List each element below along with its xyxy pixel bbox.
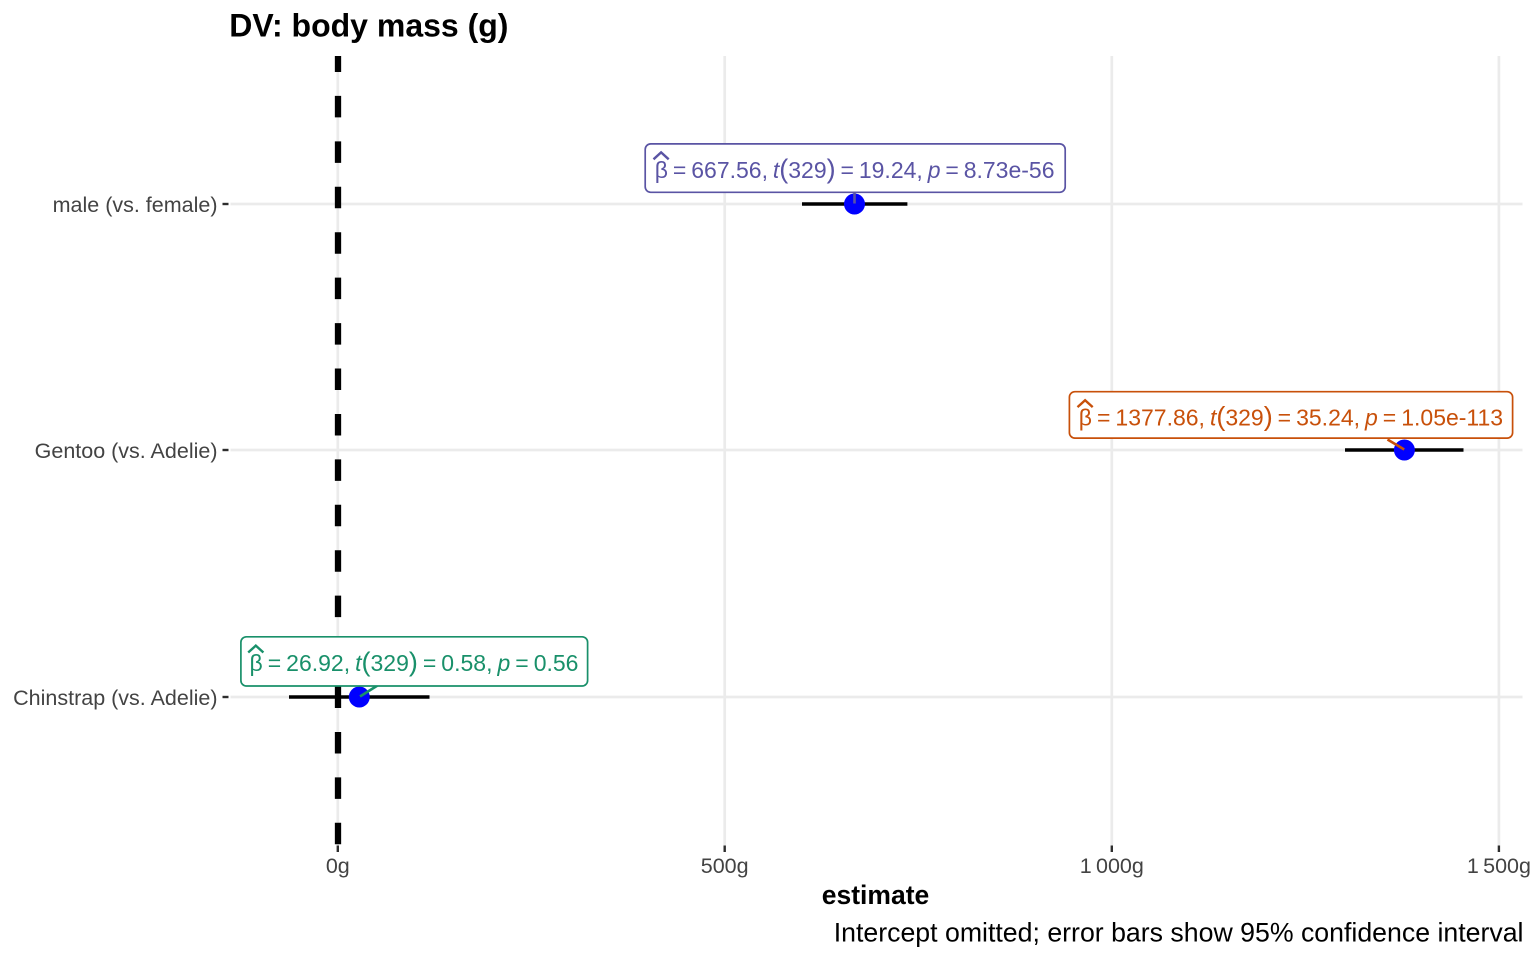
svg-text:500g: 500g	[701, 854, 749, 878]
svg-text:male (vs. female): male (vs. female)	[53, 193, 218, 217]
svg-text:Chinstrap (vs. Adelie): Chinstrap (vs. Adelie)	[13, 686, 217, 710]
svg-text:0g: 0g	[326, 854, 350, 878]
svg-text:β = 1377.86, t(329) = 35.24, p: β = 1377.86, t(329) = 35.24, p = 1.05e-1…	[1079, 402, 1503, 432]
svg-text:DV: body mass (g): DV: body mass (g)	[229, 8, 508, 44]
svg-text:β = 667.56, t(329) = 19.24, p: β = 667.56, t(329) = 19.24, p = 8.73e-56	[655, 154, 1055, 184]
svg-text:Intercept omitted; error bars: Intercept omitted; error bars show 95% c…	[834, 917, 1524, 947]
svg-text:β = 26.92, t(329) = 0.58, p =: β = 26.92, t(329) = 0.58, p = 0.56	[250, 647, 579, 677]
svg-text:Gentoo (vs. Adelie): Gentoo (vs. Adelie)	[35, 439, 218, 463]
svg-text:1 500g: 1 500g	[1467, 854, 1531, 878]
svg-text:estimate: estimate	[822, 880, 930, 910]
svg-text:1 000g: 1 000g	[1080, 854, 1144, 878]
